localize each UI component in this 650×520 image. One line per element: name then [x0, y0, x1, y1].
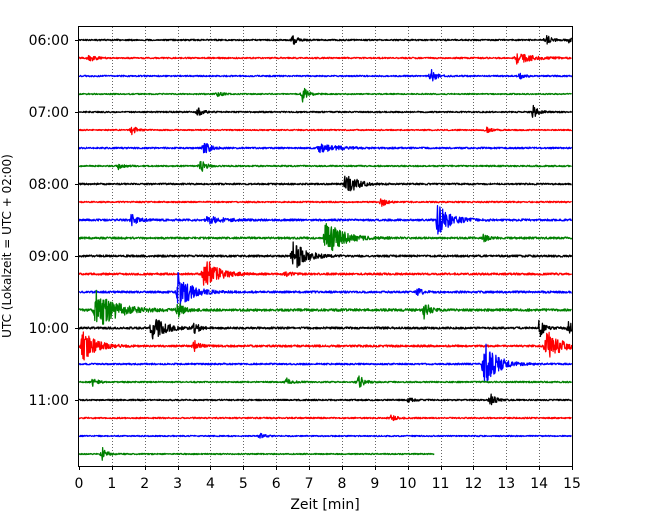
x-tick-label: 15	[563, 476, 581, 492]
trace-row	[78, 142, 573, 154]
trace-row	[78, 87, 573, 103]
trace-row	[78, 393, 572, 406]
plot-frame	[78, 26, 573, 467]
trace-row	[78, 223, 573, 252]
trace-row	[78, 68, 573, 82]
trace-row	[78, 104, 573, 118]
trace-row	[78, 35, 573, 45]
trace-row	[78, 205, 573, 235]
trace-row	[78, 160, 572, 172]
x-tick-label: 8	[337, 476, 346, 492]
x-tick-label: 6	[272, 476, 281, 492]
trace-row	[78, 331, 573, 361]
x-tick-label: 0	[75, 476, 84, 492]
y-axis-ticks: 06:00 07:00 08:00 09:00 10:00 11:00	[29, 33, 79, 409]
y-tick-label: 07:00	[29, 105, 69, 121]
y-axis-label: UTC (Lokalzeit = UTC + 02:00)	[0, 154, 14, 338]
trace-row	[78, 241, 573, 268]
x-tick-label: 4	[206, 476, 215, 492]
x-tick-label: 12	[464, 476, 482, 492]
trace-row	[78, 53, 572, 65]
grid-lines	[112, 27, 540, 466]
x-tick-label: 13	[497, 476, 515, 492]
x-tick-label: 9	[370, 476, 379, 492]
x-tick-label: 7	[305, 476, 314, 492]
trace-row	[78, 318, 573, 340]
x-tick-label: 10	[399, 476, 417, 492]
trace-row	[78, 375, 573, 388]
y-tick-label: 06:00	[29, 33, 69, 49]
trace-row	[78, 126, 573, 136]
trace-row	[78, 343, 573, 383]
y-tick-label: 10:00	[29, 321, 69, 337]
x-tick-label: 1	[107, 476, 116, 492]
trace-row	[78, 446, 435, 461]
trace-row	[78, 175, 572, 192]
trace-row	[78, 198, 572, 207]
x-tick-label: 14	[530, 476, 548, 492]
trace-row	[78, 261, 573, 286]
x-axis-label: Zeit [min]	[290, 497, 359, 513]
x-tick-label: 11	[432, 476, 450, 492]
x-axis-ticks: 0 1 2 3 4 5 6 7 8 9 10 11 12 13 14 15	[75, 466, 581, 492]
traces	[78, 35, 573, 461]
x-tick-label: 2	[140, 476, 149, 492]
trace-row	[78, 289, 572, 325]
x-tick-label: 5	[239, 476, 248, 492]
y-tick-label: 08:00	[29, 177, 69, 193]
y-tick-label: 09:00	[29, 249, 69, 265]
trace-row	[78, 432, 572, 439]
x-tick-label: 3	[173, 476, 182, 492]
trace-row	[78, 271, 572, 308]
y-tick-label: 11:00	[29, 393, 69, 409]
trace-row	[78, 414, 572, 422]
